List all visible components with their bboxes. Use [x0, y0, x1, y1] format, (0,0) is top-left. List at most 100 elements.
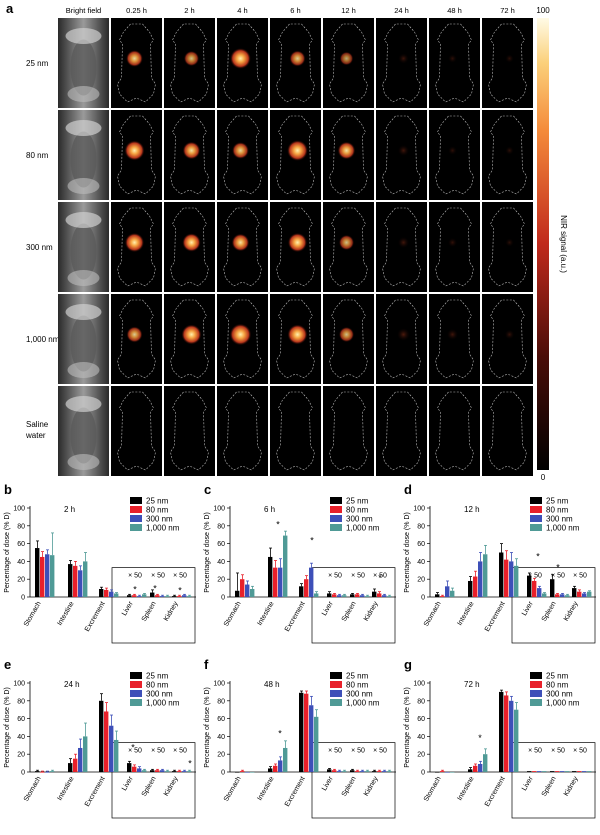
nir-signal-spot	[397, 328, 410, 341]
bar	[309, 705, 314, 772]
body-outline	[382, 299, 421, 379]
nir-signal-spot	[287, 324, 308, 345]
legend-swatch	[130, 681, 142, 688]
bar	[565, 771, 570, 772]
bar	[132, 766, 137, 772]
nir-signal-spot	[287, 140, 308, 161]
legend-swatch	[530, 672, 542, 679]
category-label: Excrement	[284, 600, 307, 633]
bar	[577, 771, 582, 772]
bar	[177, 596, 182, 597]
bright-field-hips	[67, 270, 100, 286]
bright-field-hips	[67, 86, 100, 102]
y-tick-label: 40	[217, 734, 225, 741]
legend-label: 80 nm	[346, 681, 369, 690]
body-outline	[276, 391, 315, 471]
nir-signal-spot	[338, 326, 355, 343]
bar	[342, 595, 347, 597]
row-label: 300 nm	[26, 243, 53, 252]
body-outline	[276, 115, 315, 195]
bar	[114, 739, 119, 772]
bar	[172, 771, 177, 772]
y-tick-label: 80	[217, 698, 225, 705]
nir-image	[429, 202, 480, 292]
column-label: 4 h	[237, 6, 247, 15]
category-label: Stomach	[423, 775, 443, 803]
y-axis-label: Percentage of dose (% D)	[404, 512, 411, 593]
nir-signal-spot	[287, 232, 308, 253]
nir-image	[429, 386, 480, 476]
bar	[560, 771, 565, 772]
bar	[473, 765, 478, 772]
legend-swatch	[130, 690, 142, 697]
bar	[99, 588, 104, 597]
column-label: 6 h	[290, 6, 300, 15]
bar	[235, 590, 240, 597]
y-tick-label: 0	[221, 770, 225, 777]
bar	[327, 769, 332, 772]
bar	[83, 736, 88, 772]
bar	[514, 565, 519, 597]
body-outline	[435, 23, 474, 103]
legend-label: 25 nm	[346, 497, 369, 506]
nir-signal-spot	[232, 142, 249, 159]
significance-star: *	[153, 584, 157, 594]
category-label: Intestine	[456, 775, 475, 802]
category-label: Spleen	[541, 600, 558, 622]
legend-label: 300 nm	[546, 515, 573, 524]
bar	[299, 692, 304, 772]
bar	[155, 595, 160, 597]
body-outline	[382, 23, 421, 103]
legend-label: 300 nm	[546, 690, 573, 699]
nir-image	[429, 110, 480, 200]
y-tick-label: 20	[17, 752, 25, 759]
bar	[250, 588, 255, 597]
bright-field-hips	[67, 362, 100, 378]
body-outline	[276, 23, 315, 103]
body-outline	[276, 299, 315, 379]
significance-star: *	[310, 536, 314, 546]
y-tick-label: 100	[13, 681, 25, 688]
bar	[365, 596, 370, 597]
bar	[114, 593, 119, 597]
nir-image	[323, 386, 374, 476]
nir-image	[482, 110, 533, 200]
bar	[155, 770, 160, 772]
nir-image	[164, 386, 215, 476]
bar	[582, 593, 587, 597]
nir-signal-spot	[124, 140, 145, 161]
bar	[283, 535, 288, 597]
colorbar	[537, 18, 549, 470]
bar	[532, 771, 537, 772]
bar	[468, 580, 473, 597]
y-tick-label: 80	[417, 523, 425, 530]
bar	[299, 586, 304, 597]
bar	[127, 763, 132, 772]
nir-image	[429, 18, 480, 108]
nir-image	[111, 386, 162, 476]
nir-signal-spot	[289, 50, 306, 67]
inset-scale-label: × 50	[528, 748, 542, 755]
row-label-line2: water	[25, 431, 46, 440]
bar	[350, 594, 355, 597]
inset-box	[111, 567, 196, 644]
legend-label: 25 nm	[346, 672, 369, 681]
bar	[387, 596, 392, 597]
y-axis-label: Percentage of dose (% D)	[404, 687, 411, 768]
inset-box	[311, 742, 396, 819]
inset-box	[511, 567, 596, 644]
nir-signal-spot	[229, 323, 252, 346]
legend-label: 80 nm	[346, 506, 369, 515]
nir-signal-spot	[126, 50, 143, 67]
bar	[304, 693, 309, 772]
y-axis-label: Percentage of dose (% D)	[4, 687, 11, 768]
body-outline	[488, 115, 527, 195]
bar	[45, 554, 50, 597]
nir-signal-spot	[338, 234, 355, 251]
legend-label: 80 nm	[546, 681, 569, 690]
bar	[187, 771, 192, 772]
bar	[478, 561, 483, 597]
